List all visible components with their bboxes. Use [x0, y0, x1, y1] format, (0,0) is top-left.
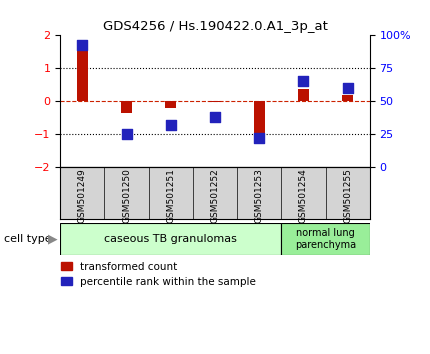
- Bar: [165, 101, 176, 108]
- Text: caseous TB granulomas: caseous TB granulomas: [104, 234, 237, 244]
- Bar: [209, 101, 221, 102]
- Bar: [60, 223, 281, 255]
- Text: GSM501252: GSM501252: [211, 169, 219, 223]
- Point: [256, 135, 263, 141]
- Point: [212, 114, 218, 120]
- Text: GSM501250: GSM501250: [122, 169, 131, 223]
- Legend: transformed count, percentile rank within the sample: transformed count, percentile rank withi…: [61, 262, 256, 287]
- Bar: [77, 40, 88, 101]
- Text: GSM501255: GSM501255: [343, 169, 352, 223]
- Bar: [121, 101, 132, 113]
- Text: GSM501253: GSM501253: [255, 169, 264, 223]
- Bar: [281, 223, 370, 255]
- Point: [344, 85, 351, 91]
- Point: [167, 122, 174, 128]
- Text: normal lung
parenchyma: normal lung parenchyma: [295, 228, 356, 250]
- Point: [79, 42, 86, 47]
- Bar: [254, 101, 265, 137]
- Point: [300, 79, 307, 84]
- Point: [123, 131, 130, 137]
- Text: cell type: cell type: [4, 234, 52, 244]
- Bar: [298, 88, 309, 101]
- Title: GDS4256 / Hs.190422.0.A1_3p_at: GDS4256 / Hs.190422.0.A1_3p_at: [103, 20, 327, 33]
- Text: GSM501251: GSM501251: [166, 169, 175, 223]
- Bar: [342, 95, 353, 101]
- Text: ▶: ▶: [49, 233, 58, 245]
- Text: GSM501254: GSM501254: [299, 169, 308, 223]
- Text: GSM501249: GSM501249: [78, 169, 87, 223]
